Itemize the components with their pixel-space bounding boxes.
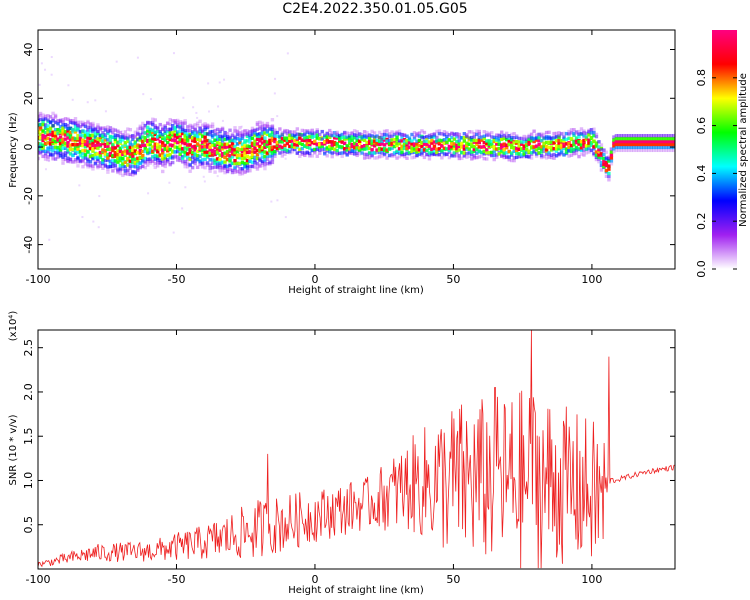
spectrogram-y-tick-label: 0 xyxy=(22,144,35,151)
snr-y-multiplier: (x10⁴) xyxy=(8,311,19,342)
colorbar-gradient xyxy=(712,30,737,269)
spectrogram-heatmap xyxy=(38,52,675,241)
snr-x-tick-label: 0 xyxy=(311,573,318,586)
snr-y-tick-label: 2.0 xyxy=(22,383,35,401)
snr-x-tick-label: 50 xyxy=(446,573,460,586)
spectrogram-y-axis-label: Frequency (Hz) xyxy=(8,112,19,188)
snr-y-tick-label: 1.5 xyxy=(22,427,35,445)
spectrogram-frame xyxy=(37,29,676,270)
snr-x-tick-label: 100 xyxy=(581,573,602,586)
spectrogram-y-tick-label: 40 xyxy=(22,43,35,57)
spectrogram-y-tick-label: 20 xyxy=(22,91,35,105)
snr-ticks: -100 -50 0 50 100 0.5 1.0 1.5 2.0 2.5 xyxy=(22,330,675,586)
spectrogram-x-tick-label: -50 xyxy=(167,273,185,286)
snr-x-tick-label: -100 xyxy=(26,573,51,586)
colorbar-tick-label: 0.0 xyxy=(695,260,708,278)
colorbar-label: Normalized spectral amplitude xyxy=(738,73,749,227)
chart-title: C2E4.2022.350.01.05.G05 xyxy=(282,1,468,17)
colorbar-tick-label: 0.2 xyxy=(695,212,708,230)
snr-series-line xyxy=(38,330,675,569)
spectrogram-x-axis-label: Height of straight line (km) xyxy=(288,285,424,296)
spectrogram-x-tick-label: -100 xyxy=(26,273,51,286)
spectrogram-y-tick-label: -20 xyxy=(22,187,35,205)
spectrogram-x-tick-label: 100 xyxy=(581,273,602,286)
spectrogram-x-tick-label: 0 xyxy=(311,273,318,286)
snr-x-tick-label: -50 xyxy=(167,573,185,586)
colorbar-tick-label: 0.8 xyxy=(695,69,708,87)
snr-y-tick-label: 1.0 xyxy=(22,472,35,490)
snr-y-axis-label: SNR (10 * v/v) xyxy=(8,414,19,485)
colorbar-ticks: 0.0 0.2 0.4 0.6 0.8 xyxy=(695,69,737,278)
snr-frame xyxy=(37,329,676,570)
colorbar-tick-label: 0.4 xyxy=(695,165,708,183)
spectrogram-x-tick-label: 50 xyxy=(446,273,460,286)
snr-panel: -100 -50 0 50 100 0.5 1.0 1.5 2.0 2.5 Height of s… xyxy=(8,311,676,596)
snr-x-axis-label: Height of straight line (km) xyxy=(288,585,424,596)
spectrogram-y-tick-label: -40 xyxy=(22,236,35,254)
spectrogram-panel: -100 -50 0 50 100 -40 -20 0 20 40 Height of strai… xyxy=(8,29,676,296)
snr-y-tick-label: 0.5 xyxy=(22,516,35,534)
snr-y-tick-label: 2.5 xyxy=(22,339,35,357)
colorbar-tick-label: 0.6 xyxy=(695,117,708,135)
spectrogram-ticks: -100 -50 0 50 100 -40 -20 0 20 40 xyxy=(22,30,675,286)
colorbar: 0.0 0.2 0.4 0.6 0.8 Normalized spectral ampl… xyxy=(695,30,749,278)
